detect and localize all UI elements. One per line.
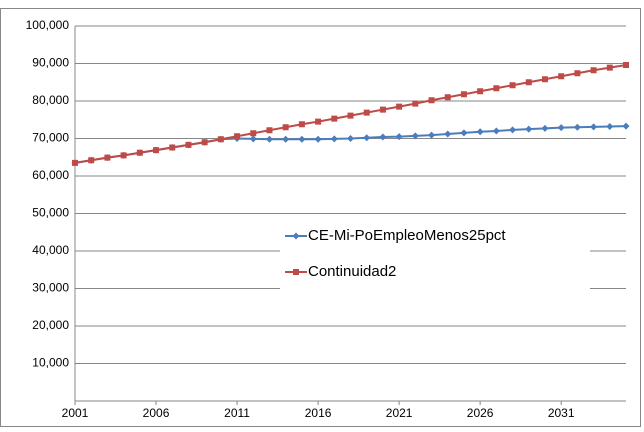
marker: [363, 109, 370, 116]
marker: [622, 122, 630, 130]
marker: [412, 100, 419, 107]
marker: [314, 135, 322, 143]
marker: [574, 70, 581, 77]
x-tick-label: 2031: [548, 406, 575, 420]
legend-marker: [293, 269, 299, 275]
y-tick-label: 50,000: [32, 206, 69, 220]
y-tick-label: 100,000: [26, 18, 70, 32]
marker: [493, 85, 500, 92]
marker: [492, 127, 500, 135]
marker: [541, 124, 549, 132]
y-tick-label: 70,000: [32, 131, 69, 145]
marker: [298, 135, 306, 143]
marker: [379, 106, 386, 113]
marker: [444, 94, 451, 101]
marker: [282, 135, 290, 143]
marker: [623, 62, 629, 68]
marker: [250, 130, 257, 137]
marker: [590, 67, 597, 74]
y-tick-label: 30,000: [32, 281, 69, 295]
y-tick-label: 40,000: [32, 243, 69, 257]
marker: [428, 131, 436, 139]
marker: [460, 91, 467, 98]
marker: [265, 135, 273, 143]
marker: [541, 76, 548, 83]
legend-label: CE-Mi-PoEmpleoMenos25pct: [308, 227, 506, 244]
marker: [169, 144, 176, 151]
x-tick-label: 2001: [62, 406, 89, 420]
x-tick-label: 2026: [467, 406, 494, 420]
legend-box: [280, 220, 590, 290]
marker: [217, 136, 224, 143]
marker: [379, 133, 387, 141]
marker: [606, 64, 613, 71]
marker: [347, 135, 354, 142]
y-tick-label: 10,000: [32, 356, 69, 370]
marker: [201, 139, 208, 146]
y-tick-label: 60,000: [32, 168, 69, 182]
marker: [120, 152, 127, 159]
marker: [234, 133, 241, 140]
marker: [606, 123, 614, 130]
marker: [136, 149, 143, 156]
x-tick-label: 2021: [386, 406, 413, 420]
marker: [363, 134, 371, 142]
marker: [330, 135, 338, 143]
legend-marker: [292, 232, 300, 240]
x-tick-label: 2011: [224, 406, 250, 420]
x-tick-label: 2016: [305, 406, 332, 420]
marker: [509, 126, 517, 134]
y-tick-label: 90,000: [32, 56, 69, 70]
marker: [153, 147, 160, 154]
marker: [104, 154, 111, 161]
marker: [396, 103, 403, 110]
marker: [282, 124, 289, 131]
marker: [525, 79, 532, 86]
marker: [411, 132, 419, 140]
y-tick-label: 20,000: [32, 318, 69, 332]
marker: [525, 125, 533, 133]
marker: [331, 115, 338, 122]
marker: [476, 128, 484, 136]
marker: [347, 112, 354, 119]
marker: [315, 118, 322, 125]
marker: [477, 88, 484, 95]
marker: [509, 82, 516, 89]
marker: [428, 97, 435, 104]
legend-label: Continuidad2: [308, 263, 396, 280]
marker: [266, 127, 273, 134]
marker: [573, 123, 581, 131]
marker: [558, 73, 565, 80]
marker: [88, 157, 95, 164]
marker: [460, 129, 468, 137]
marker: [72, 159, 78, 166]
marker: [590, 123, 598, 131]
marker: [557, 124, 565, 132]
marker: [298, 121, 305, 128]
chart-border: [0, 8, 641, 427]
y-tick-label: 80,000: [32, 93, 69, 107]
marker: [249, 135, 257, 143]
marker: [185, 141, 192, 148]
marker: [444, 130, 452, 138]
marker: [395, 133, 403, 141]
x-tick-label: 2006: [143, 406, 170, 420]
